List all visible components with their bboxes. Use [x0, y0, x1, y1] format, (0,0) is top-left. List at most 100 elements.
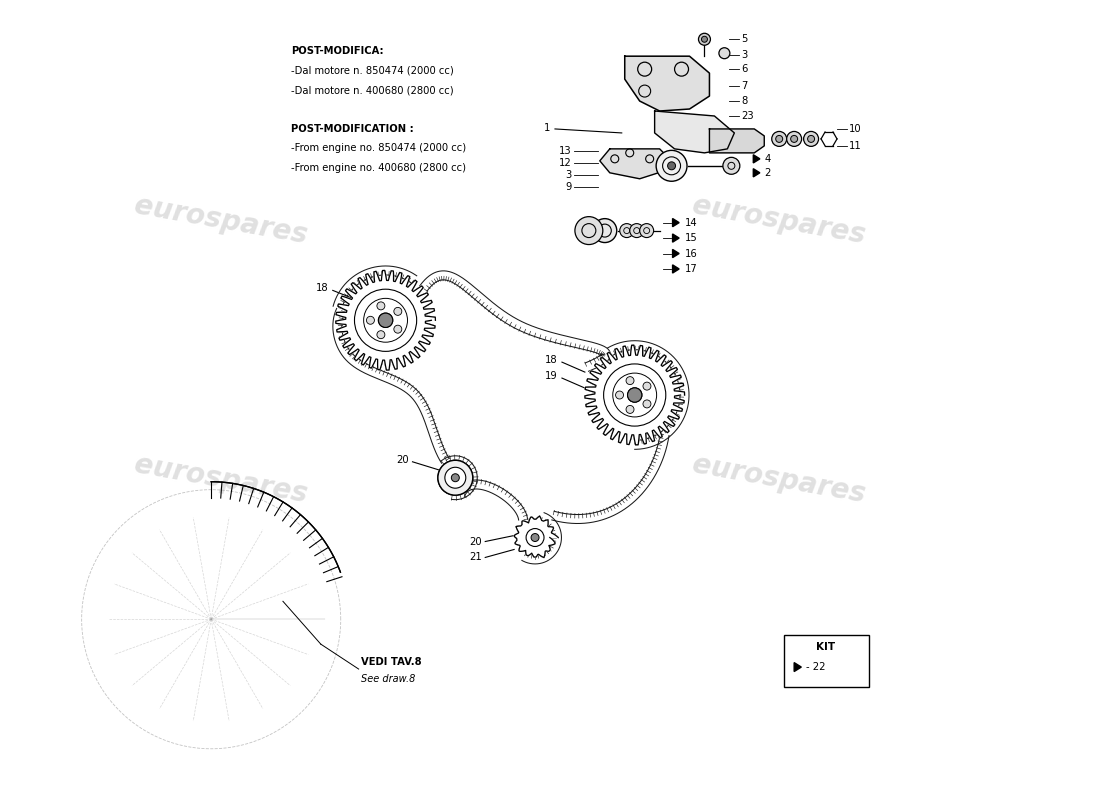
Circle shape [451, 474, 460, 482]
Text: 10: 10 [849, 124, 861, 134]
Text: eurospares: eurospares [132, 192, 310, 250]
Circle shape [644, 400, 651, 408]
Polygon shape [600, 149, 670, 178]
Text: 7: 7 [741, 81, 748, 91]
Circle shape [791, 135, 798, 142]
Text: 14: 14 [684, 218, 697, 228]
Text: 4: 4 [764, 154, 770, 164]
Circle shape [377, 302, 385, 310]
Text: -From engine no. 400680 (2800 cc): -From engine no. 400680 (2800 cc) [290, 163, 466, 173]
Circle shape [531, 534, 539, 542]
Circle shape [616, 391, 624, 399]
Circle shape [656, 150, 688, 182]
Polygon shape [754, 154, 760, 163]
Circle shape [719, 48, 730, 58]
Circle shape [451, 474, 460, 482]
Bar [784, 635, 869, 687]
Polygon shape [672, 250, 679, 258]
Circle shape [807, 135, 815, 142]
Polygon shape [515, 516, 558, 558]
Text: POST-MODIFICATION :: POST-MODIFICATION : [290, 124, 414, 134]
Text: 19: 19 [546, 371, 558, 381]
Polygon shape [515, 516, 558, 558]
Circle shape [526, 529, 544, 546]
Circle shape [378, 313, 393, 327]
Text: 9: 9 [565, 182, 572, 192]
Text: eurospares: eurospares [691, 450, 868, 509]
Polygon shape [336, 270, 436, 370]
Text: 3: 3 [565, 170, 572, 180]
Text: 20: 20 [470, 537, 482, 546]
Circle shape [644, 382, 651, 390]
Circle shape [616, 391, 624, 399]
Polygon shape [672, 218, 679, 226]
Text: -Dal motore n. 850474 (2000 cc): -Dal motore n. 850474 (2000 cc) [290, 66, 453, 76]
Circle shape [394, 307, 402, 315]
Polygon shape [625, 56, 710, 111]
Polygon shape [710, 129, 764, 153]
Circle shape [394, 325, 402, 333]
Text: 23: 23 [741, 111, 754, 121]
Circle shape [378, 313, 393, 327]
Circle shape [444, 467, 465, 488]
Circle shape [377, 302, 385, 310]
Circle shape [593, 218, 617, 242]
Text: See draw.8: See draw.8 [361, 674, 415, 684]
Text: 21: 21 [470, 553, 482, 562]
Circle shape [644, 382, 651, 390]
Text: 18: 18 [316, 283, 329, 294]
Text: - 22: - 22 [806, 662, 826, 672]
Polygon shape [336, 270, 436, 370]
Polygon shape [754, 169, 760, 177]
Text: -Dal motore n. 400680 (2800 cc): -Dal motore n. 400680 (2800 cc) [290, 85, 453, 95]
Text: -From engine no. 850474 (2000 cc): -From engine no. 850474 (2000 cc) [290, 143, 466, 154]
Polygon shape [672, 234, 679, 242]
Circle shape [644, 400, 651, 408]
Circle shape [640, 224, 653, 238]
Circle shape [776, 135, 783, 142]
Circle shape [366, 316, 374, 324]
Circle shape [366, 316, 374, 324]
Polygon shape [672, 265, 679, 273]
Polygon shape [794, 662, 801, 671]
Text: 15: 15 [684, 233, 697, 243]
Text: 11: 11 [849, 141, 861, 151]
Circle shape [438, 460, 473, 495]
Circle shape [626, 406, 634, 414]
Circle shape [626, 377, 634, 385]
Text: 3: 3 [741, 50, 748, 60]
Circle shape [394, 325, 402, 333]
Text: 17: 17 [684, 264, 697, 274]
Circle shape [772, 131, 786, 146]
Text: KIT: KIT [816, 642, 836, 652]
Text: 20: 20 [396, 454, 408, 465]
Text: eurospares: eurospares [132, 450, 310, 509]
Circle shape [698, 34, 711, 46]
Circle shape [531, 534, 539, 542]
Circle shape [804, 131, 818, 146]
Text: POST-MODIFICA:: POST-MODIFICA: [290, 46, 384, 56]
Circle shape [626, 377, 634, 385]
Text: 1: 1 [543, 123, 550, 133]
Polygon shape [585, 345, 684, 445]
Circle shape [629, 224, 644, 238]
Text: 6: 6 [741, 64, 748, 74]
Circle shape [377, 330, 385, 338]
Circle shape [619, 224, 634, 238]
Circle shape [444, 467, 465, 488]
Circle shape [394, 307, 402, 315]
Circle shape [723, 158, 740, 174]
Circle shape [526, 529, 544, 546]
Text: 12: 12 [559, 158, 572, 168]
Polygon shape [585, 345, 684, 445]
Circle shape [786, 131, 802, 146]
Text: 16: 16 [684, 249, 697, 258]
Text: VEDI TAV.8: VEDI TAV.8 [361, 657, 421, 667]
Circle shape [627, 388, 642, 402]
Polygon shape [654, 111, 735, 153]
Text: eurospares: eurospares [691, 192, 868, 250]
Text: 8: 8 [741, 96, 748, 106]
Circle shape [377, 330, 385, 338]
Circle shape [627, 388, 642, 402]
Text: 2: 2 [764, 168, 771, 178]
